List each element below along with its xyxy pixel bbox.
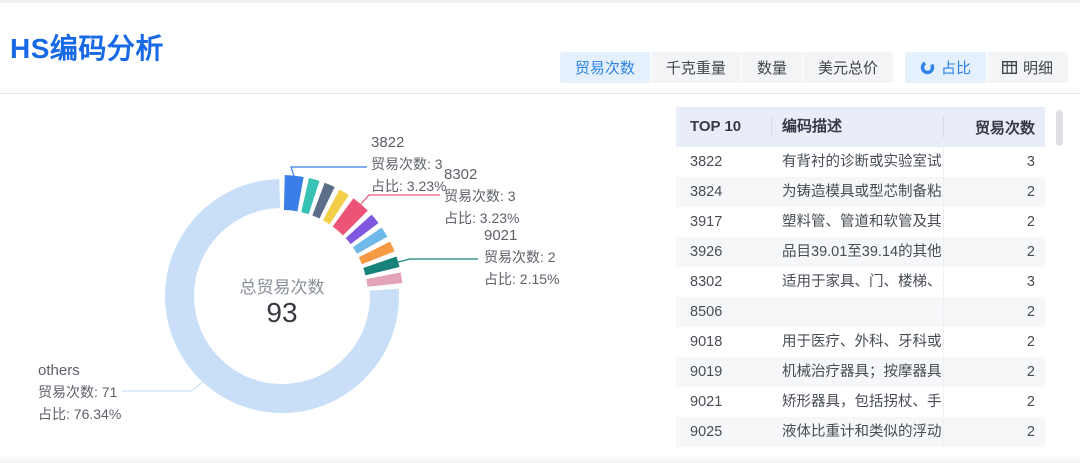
callout-label-3822-0: 3822 [371,134,404,151]
table-row[interactable]: 3917 塑料管、管道和软管及其... 2 [676,207,1045,237]
donut-slice-8506[interactable] [345,214,379,245]
callout-line-3822 [290,166,367,177]
metric-tab-group: 贸易次数 千克重量 数量 美元总价 [559,52,893,83]
metric-tab-3[interactable]: 美元总价 [802,52,893,83]
table-row[interactable]: 8302 适用于家具、门、楼梯、... 3 [676,267,1045,297]
view-tab-1[interactable]: 明细 [986,52,1068,83]
donut-center-value: 93 [266,297,297,328]
table-header-count: 贸易次数 [974,119,1035,137]
cell-count: 2 [1026,364,1035,380]
callout-label-9021-2: 占比: 2.15% [484,271,559,287]
callout-label-others-2: 占比: 76.34% [38,406,121,422]
cell-desc: 有背衬的诊断或实验室试... [772,147,944,177]
top10-table: TOP 10 编码描述 贸易次数 3822 有背衬的诊断或实验室试... 3 3824… [676,107,1045,447]
callout-line-9021 [397,258,478,263]
cell-desc: 液体比重计和类似的浮动... [772,417,944,447]
cell-code: 8506 [690,304,723,320]
tab-label: 明细 [1022,60,1053,77]
tab-label: 贸易次数 [574,60,635,77]
view-tab-0[interactable]: 占比 [904,52,986,83]
table-row[interactable]: 9025 液体比重计和类似的浮动... 2 [676,417,1045,447]
header-divider [0,93,1080,94]
callout-label-8302-0: 8302 [444,166,477,183]
table-body: 3822 有背衬的诊断或实验室试... 3 3824 为铸造模具或型芯制备粘... 2 39… [676,147,1045,447]
cell-desc: 适用于家具、门、楼梯、... [772,267,944,297]
cell-count: 3 [1026,274,1035,290]
callout-label-others-1: 贸易次数: 71 [38,384,118,400]
donut-slice-9021[interactable] [363,256,400,276]
view-tab-group: 占比 明细 [904,52,1068,83]
cell-desc: 塑料管、管道和软管及其... [772,207,944,237]
callout-label-3822-2: 占比: 3.23% [371,178,446,194]
cell-desc: 矫形器具，包括拐杖、手... [772,387,944,417]
cell-desc: 为铸造模具或型芯制备粘... [772,177,944,207]
table-row[interactable]: 9018 用于医疗、外科、牙科或... 2 [676,327,1045,357]
table-row[interactable]: 3926 品目39.01至39.14的其他... 2 [676,237,1045,267]
cell-code: 9019 [690,364,723,380]
page-title: HS编码分析 [10,33,164,64]
callout-label-8302-1: 贸易次数: 3 [444,188,516,204]
cell-desc: 品目39.01至39.14的其他... [772,237,944,267]
donut-icon [920,60,935,75]
table-row[interactable]: 8506 2 [676,297,1045,327]
metric-tab-1[interactable]: 千克重量 [650,52,741,83]
cell-count: 2 [1026,184,1035,200]
cell-count: 2 [1026,214,1035,230]
cell-count: 2 [1026,244,1035,260]
cell-code: 3917 [690,214,723,230]
donut-slice-3824[interactable] [301,178,320,215]
callout-label-3822-1: 贸易次数: 3 [371,156,443,172]
cell-count: 2 [1026,334,1035,350]
cell-desc [772,297,944,327]
cell-code: 3822 [690,154,723,170]
tab-label: 千克重量 [665,60,726,77]
cell-count: 3 [1026,154,1035,170]
donut-slice-9025[interactable] [366,272,403,287]
cell-code: 3824 [690,184,723,200]
cell-count: 2 [1026,424,1035,440]
donut-slice-3917[interactable] [312,182,335,219]
cell-code: 3926 [690,244,723,260]
callout-label-8302-2: 占比: 3.23% [444,210,519,226]
tab-label: 占比 [940,60,971,77]
donut-slice-9018[interactable] [352,227,388,254]
cell-code: 9018 [690,334,723,350]
callout-line-8302 [360,194,440,205]
cell-count: 2 [1026,394,1035,410]
donut-slice-9019[interactable] [358,241,395,265]
header-controls: 贸易次数 千克重量 数量 美元总价 占比 明细 [559,52,1068,83]
callout-label-others-0: others [38,362,80,379]
table-header-desc: 编码描述 [772,116,944,138]
metric-tab-0[interactable]: 贸易次数 [559,52,650,83]
donut-slice-8302[interactable] [332,198,368,236]
cell-desc: 用于医疗、外科、牙科或... [772,327,944,357]
table-row[interactable]: 3824 为铸造模具或型芯制备粘... 2 [676,177,1045,207]
scrollbar-thumb[interactable] [1056,110,1063,146]
callout-label-9021-0: 9021 [484,227,517,244]
table-header-top10: TOP 10 [676,116,772,138]
donut-slices [165,175,403,413]
table-header-row: TOP 10 编码描述 贸易次数 [676,107,1045,147]
tab-label: 美元总价 [817,60,878,77]
table-row[interactable]: 3822 有背衬的诊断或实验室试... 3 [676,147,1045,177]
donut-slice-3926[interactable] [322,189,349,225]
cell-count: 2 [1026,304,1035,320]
table-row[interactable]: 9021 矫形器具，包括拐杖、手... 2 [676,387,1045,417]
donut-center-label: 总贸易次数 [240,278,325,297]
callout-line-others [122,381,204,392]
donut-slice-3822[interactable] [283,175,304,212]
metric-tab-2[interactable]: 数量 [741,52,802,83]
tab-label: 数量 [756,60,787,77]
top-edge-strip [0,0,1080,3]
callout-label-9021-1: 贸易次数: 2 [484,249,556,265]
cell-code: 8302 [690,274,723,290]
cell-desc: 机械治疗器具；按摩器具... [772,357,944,387]
cell-code: 9021 [690,394,723,410]
table-icon [1001,61,1017,74]
card-bottom-shadow [0,456,1080,463]
cell-code: 9025 [690,424,723,440]
table-row[interactable]: 9019 机械治疗器具；按摩器具... 2 [676,357,1045,387]
